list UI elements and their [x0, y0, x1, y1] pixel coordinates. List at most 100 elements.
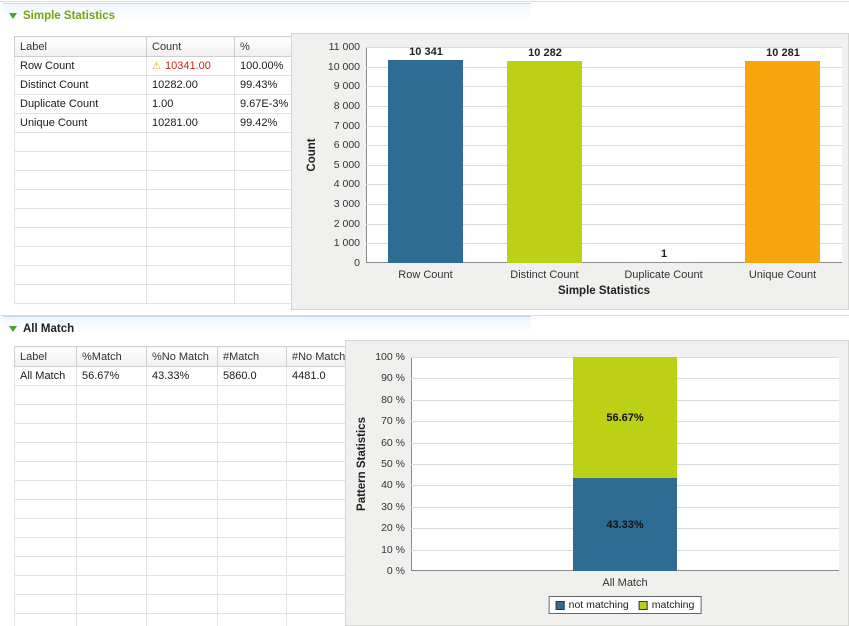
cell	[76, 499, 147, 519]
section-header-all-match[interactable]: All Match	[3, 316, 531, 340]
cell	[14, 518, 77, 538]
x-tick-label: All Match	[602, 577, 648, 589]
table-row[interactable]: Distinct Count 10282.00 99.43%	[14, 75, 292, 95]
cell	[76, 613, 147, 626]
table-row-empty[interactable]	[14, 575, 347, 595]
cell: 43.33%	[146, 366, 218, 386]
cell: 1.00	[146, 94, 235, 114]
collapse-twistie-icon[interactable]	[9, 12, 17, 19]
bar-duplicate-count[interactable]	[626, 262, 701, 263]
column-header-[interactable]: %	[234, 36, 292, 57]
cell	[146, 480, 218, 500]
table-row[interactable]: Row Count ⚠ 10341.00 100.00%	[14, 56, 292, 76]
table-row-empty[interactable]	[14, 189, 292, 209]
table-row-empty[interactable]	[14, 518, 347, 538]
cell	[76, 461, 147, 481]
cell	[217, 423, 287, 443]
table-row-empty[interactable]	[14, 537, 347, 557]
cell	[76, 575, 147, 595]
bar-row-count[interactable]	[388, 60, 463, 263]
simple-statistics-table: Label Count% Row Count ⚠ 10341.00 100.00% Dist…	[14, 36, 293, 304]
table-row-empty[interactable]	[14, 284, 292, 304]
column-header-count[interactable]: Count	[146, 36, 235, 57]
gridline	[366, 165, 842, 166]
table-row-empty[interactable]	[14, 442, 347, 462]
y-tick-label: 9 000	[333, 80, 360, 92]
cell: 10282.00	[146, 75, 235, 95]
cell	[76, 556, 147, 576]
table-row-empty[interactable]	[14, 227, 292, 247]
separator-line	[0, 1, 849, 2]
cell	[286, 556, 347, 576]
table-row-empty[interactable]	[14, 480, 347, 500]
table-row-empty[interactable]	[14, 170, 292, 190]
cell: Row Count	[14, 56, 147, 76]
cell: All Match	[14, 366, 77, 386]
cell	[146, 208, 235, 228]
table-row-empty[interactable]	[14, 151, 292, 171]
cell	[14, 404, 77, 424]
collapse-twistie-icon[interactable]	[9, 325, 17, 332]
table-row-empty[interactable]	[14, 132, 292, 152]
table-row-empty[interactable]	[14, 499, 347, 519]
bar-segment-matching[interactable]	[573, 357, 677, 478]
table-row[interactable]: Duplicate Count 1.00 9.67E-3%	[14, 94, 292, 114]
table-row-empty[interactable]	[14, 246, 292, 266]
table-row-empty[interactable]	[14, 594, 347, 614]
legend-item-not-matching: not matching	[555, 599, 629, 611]
table-row-empty[interactable]	[14, 556, 347, 576]
legend-item-matching: matching	[638, 599, 695, 611]
table-row-empty[interactable]	[14, 461, 347, 481]
cell	[76, 423, 147, 443]
cell	[286, 461, 347, 481]
cell	[286, 423, 347, 443]
table-row-empty[interactable]	[14, 265, 292, 285]
y-tick-label: 1 000	[333, 237, 360, 249]
cell	[146, 423, 218, 443]
table-row[interactable]: Unique Count 10281.00 99.42%	[14, 113, 292, 133]
cell	[217, 461, 287, 481]
cell	[14, 284, 147, 304]
column-header-match[interactable]: %Match	[76, 346, 147, 367]
column-header-label[interactable]: Label	[14, 36, 147, 57]
legend-label: matching	[651, 599, 695, 611]
bar-segment-not-matching[interactable]	[573, 478, 677, 571]
cell	[217, 613, 287, 626]
column-header-match[interactable]: #Match	[217, 346, 287, 367]
cell	[146, 170, 235, 190]
table-row-empty[interactable]	[14, 208, 292, 228]
cell	[14, 385, 77, 405]
column-header-no-match[interactable]: #No Match	[286, 346, 347, 367]
cell	[14, 189, 147, 209]
section-title-simple-statistics: Simple Statistics	[23, 9, 116, 22]
chart-legend: not matching matching	[548, 596, 702, 614]
y-tick-label: 4 000	[333, 178, 360, 190]
cell	[146, 284, 235, 304]
y-tick-label: 80 %	[381, 394, 405, 406]
y-tick-label: 10 %	[381, 544, 405, 556]
bar-distinct-count[interactable]	[507, 61, 582, 263]
cell	[286, 613, 347, 626]
column-header-no-match[interactable]: %No Match	[146, 346, 218, 367]
table-row-empty[interactable]	[14, 613, 347, 626]
bar-unique-count[interactable]	[745, 61, 820, 263]
cell	[14, 423, 77, 443]
cell: 100.00%	[234, 56, 292, 76]
table-row-empty[interactable]	[14, 385, 347, 405]
table-row[interactable]: All Match 56.67% 43.33% 5860.0 4481.0	[14, 366, 347, 386]
table-row-empty[interactable]	[14, 404, 347, 424]
cell	[217, 499, 287, 519]
column-header-label[interactable]: Label	[14, 346, 77, 367]
gridline	[366, 126, 842, 127]
section-header-simple-statistics[interactable]: Simple Statistics	[3, 3, 531, 27]
cell: 10281.00	[146, 113, 235, 133]
gridline	[366, 243, 842, 244]
pattern-statistics-chart-panel: Pattern Statistics not matching matching …	[345, 340, 849, 626]
cell	[234, 246, 292, 266]
cell: 99.42%	[234, 113, 292, 133]
table-row-empty[interactable]	[14, 423, 347, 443]
y-tick-label: 5 000	[333, 159, 360, 171]
cell	[14, 265, 147, 285]
